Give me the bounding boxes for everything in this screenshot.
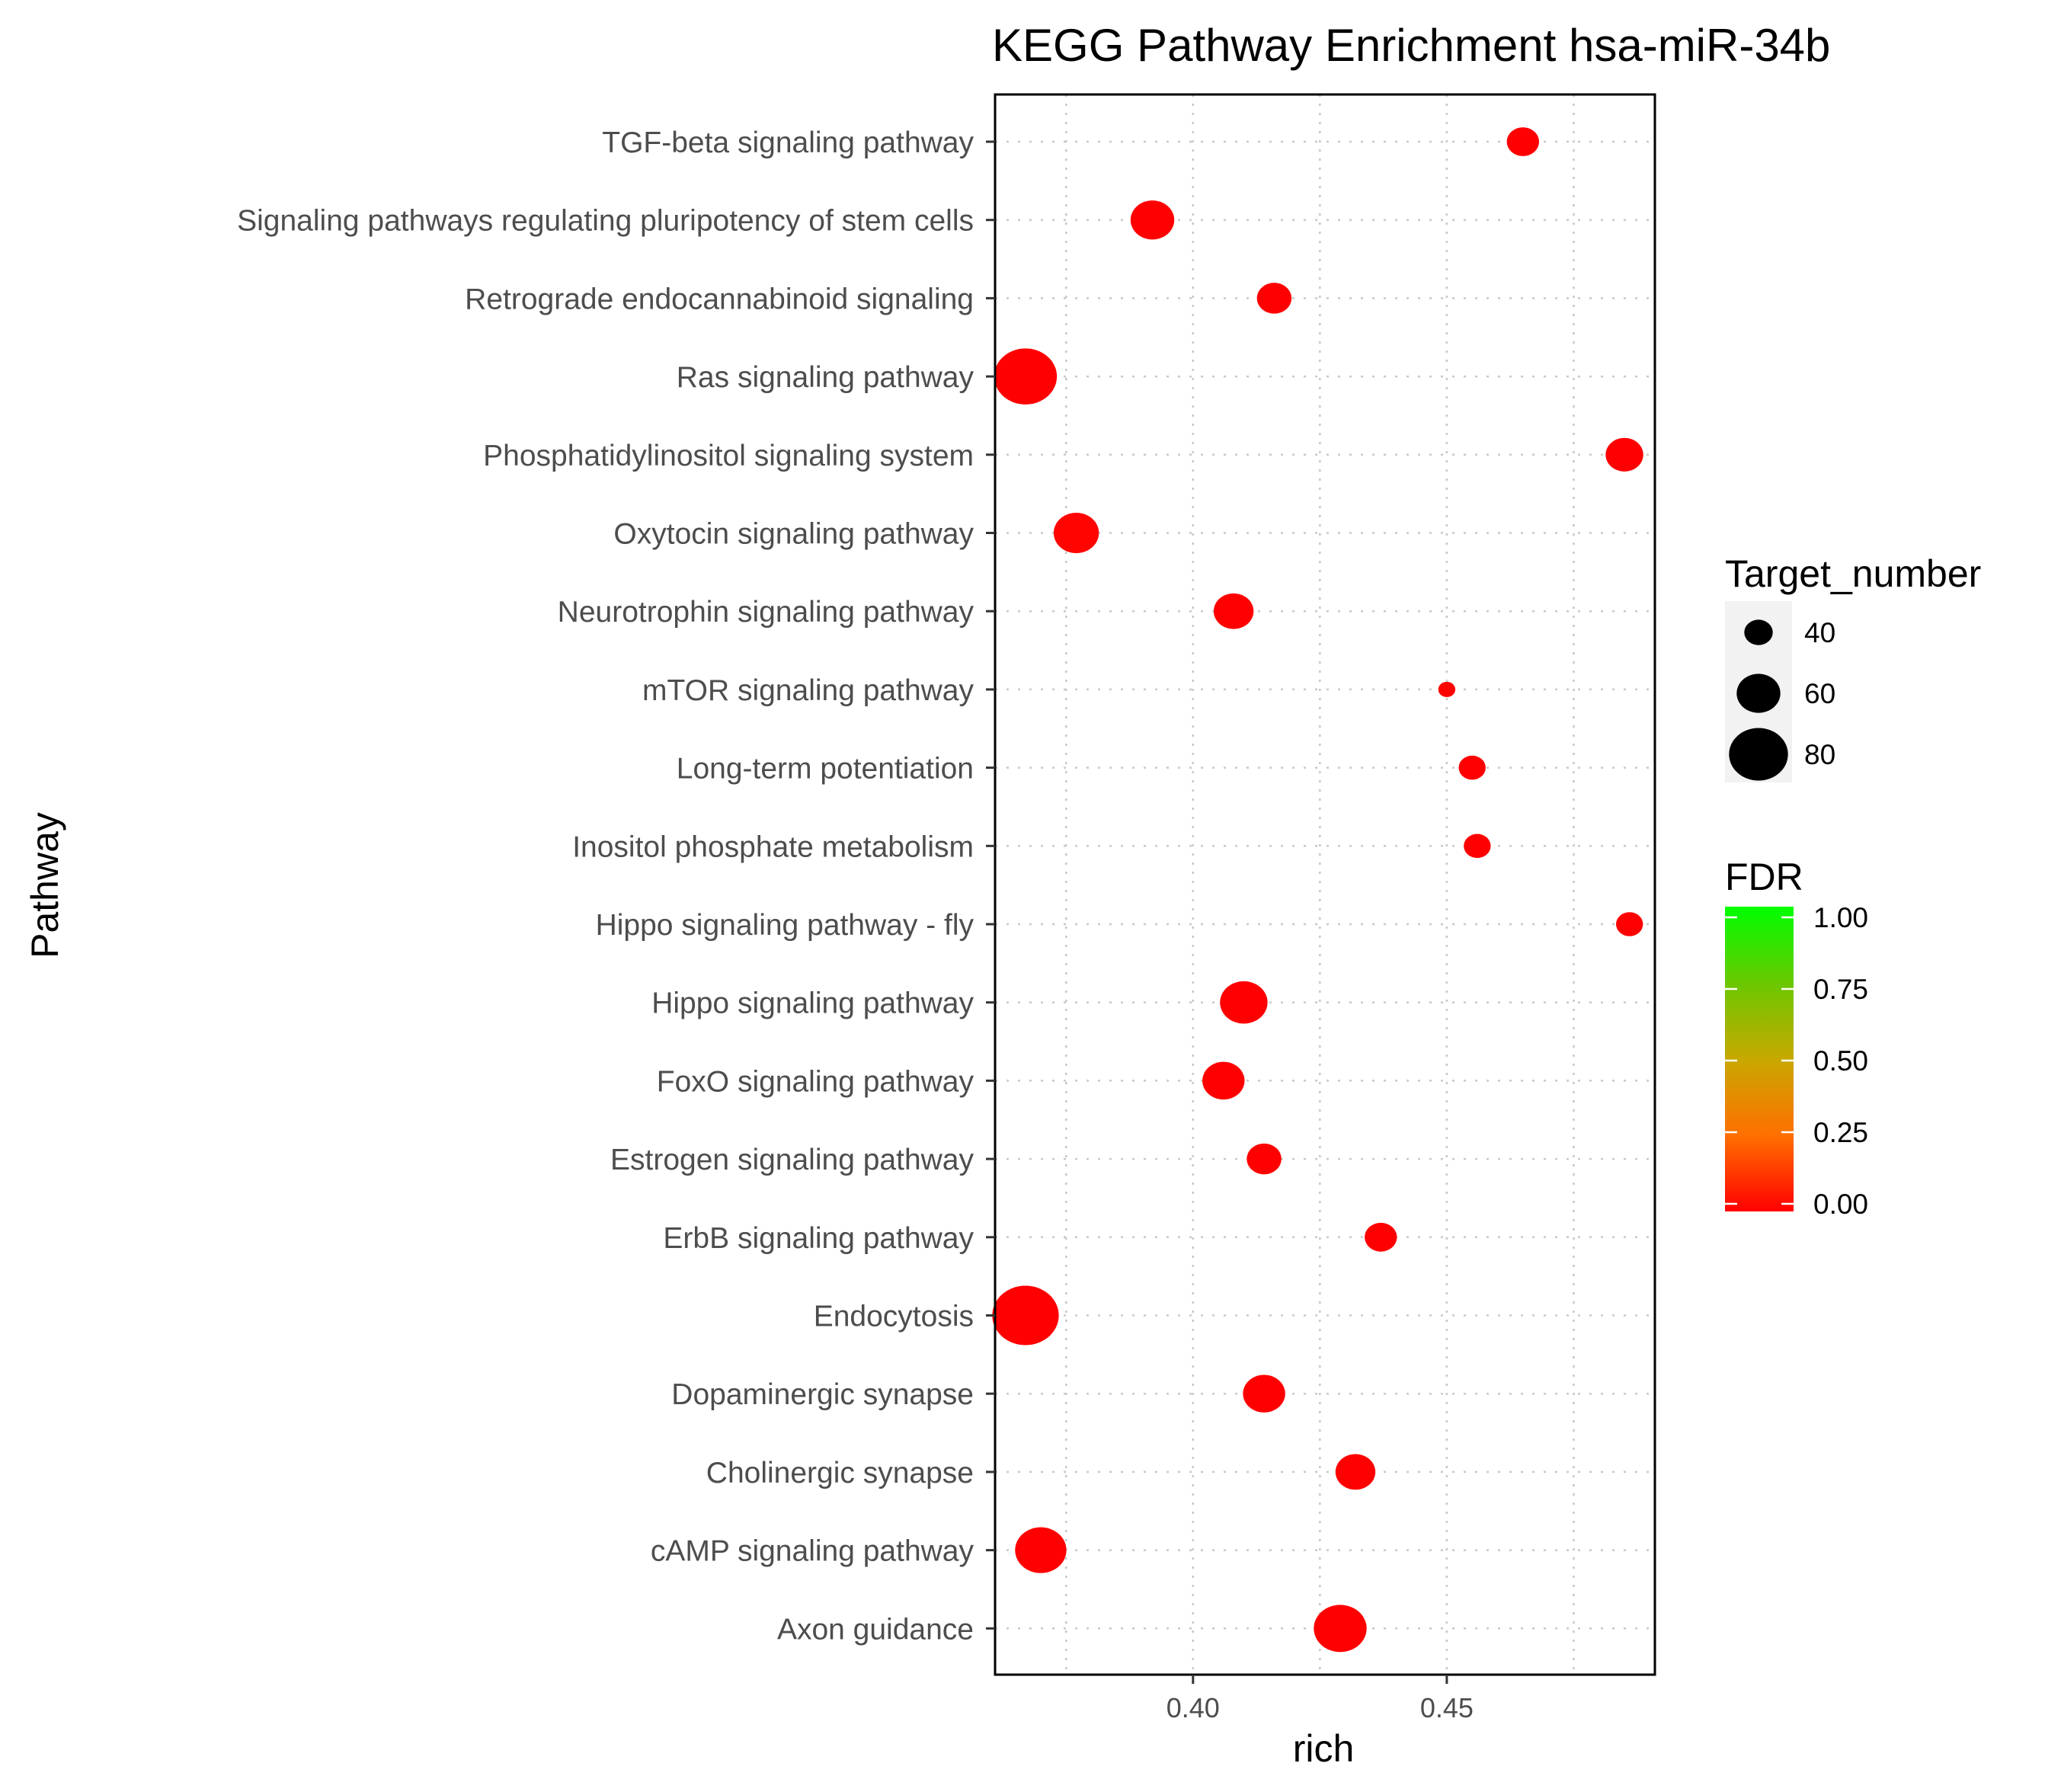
plot-panel — [995, 94, 1655, 1675]
color-legend-label-1: 0.75 — [1813, 974, 1868, 1005]
point-hippo-signaling-pathway-fly — [1615, 912, 1643, 936]
point-ras-signaling-pathway — [994, 348, 1058, 405]
point-erbb-signaling-pathway — [1365, 1222, 1397, 1252]
size-legend-key-80 — [1729, 728, 1788, 781]
point-estrogen-signaling-pathway — [1247, 1143, 1282, 1175]
color-legend-bar — [1725, 907, 1794, 1211]
y-tick-label-signaling-pathways-regulating-pluripotency-of-stem-cells: Signaling pathways regulating pluripoten… — [237, 205, 974, 238]
y-tick-label-camp-signaling-pathway: cAMP signaling pathway — [651, 1535, 974, 1568]
color-legend-label-0: 1.00 — [1813, 902, 1868, 933]
y-tick-label-axon-guidance: Axon guidance — [777, 1613, 974, 1646]
y-tick-label-neurotrophin-signaling-pathway: Neurotrophin signaling pathway — [558, 596, 974, 629]
size-legend-label-80: 80 — [1804, 739, 1835, 770]
point-axon-guidance — [1314, 1605, 1367, 1653]
point-signaling-pathways-regulating-pluripotency-of-stem-cells — [1130, 200, 1175, 240]
point-dopaminergic-synapse — [1243, 1374, 1285, 1413]
size-legend-label-60: 60 — [1804, 678, 1835, 709]
size-legend-label-40: 40 — [1804, 617, 1835, 648]
y-axis-labels: TGF-beta signaling pathway Signaling path… — [237, 126, 974, 1646]
point-hippo-signaling-pathway — [1220, 981, 1268, 1024]
y-tick-label-hippo-signaling-pathway: Hippo signaling pathway — [651, 987, 974, 1020]
y-tick-label-foxo-signaling-pathway: FoxO signaling pathway — [657, 1065, 974, 1098]
chart-title: KEGG Pathway Enrichment hsa-miR-34b — [992, 20, 1830, 71]
point-mtor-signaling-pathway — [1438, 681, 1456, 697]
y-tick-label-cholinergic-synapse: Cholinergic synapse — [706, 1457, 974, 1490]
point-phosphatidylinositol-signaling-system — [1605, 437, 1643, 472]
y-tick-label-estrogen-signaling-pathway: Estrogen signaling pathway — [610, 1144, 974, 1176]
point-oxytocin-signaling-pathway — [1053, 512, 1099, 554]
x-tick-label-1: 0.45 — [1420, 1692, 1474, 1723]
point-neurotrophin-signaling-pathway — [1213, 593, 1254, 629]
color-legend-label-4: 0.00 — [1813, 1189, 1868, 1220]
color-legend: FDR 1.00 0.75 0.50 0.25 0.00 — [1725, 856, 1868, 1220]
y-tick-label-ras-signaling-pathway: Ras signaling pathway — [677, 361, 974, 394]
y-tick-label-endocytosis: Endocytosis — [814, 1301, 974, 1333]
y-tick-label-dopaminergic-synapse: Dopaminergic synapse — [671, 1378, 974, 1411]
x-axis-ticks: 0.40 0.45 — [1167, 1675, 1474, 1723]
y-tick-label-oxytocin-signaling-pathway: Oxytocin signaling pathway — [613, 518, 974, 551]
y-tick-label-phosphatidylinositol-signaling-system: Phosphatidylinositol signaling system — [483, 440, 974, 472]
color-legend-label-3: 0.25 — [1813, 1117, 1868, 1148]
data-points — [992, 127, 1643, 1653]
y-axis-title: Pathway — [24, 812, 66, 958]
point-long-term-potentiation — [1458, 755, 1486, 780]
y-tick-label-hippo-signaling-pathway-fly: Hippo signaling pathway - fly — [596, 909, 974, 942]
size-legend-key-40 — [1744, 619, 1773, 645]
plot-border — [994, 93, 1656, 1676]
point-foxo-signaling-pathway — [1202, 1061, 1245, 1100]
point-inositol-phosphate-metabolism — [1464, 834, 1491, 859]
x-axis-title: rich — [1293, 1727, 1355, 1770]
color-legend-label-2: 0.50 — [1813, 1045, 1868, 1077]
y-tick-label-retrograde-endocannabinoid-signaling: Retrograde endocannabinoid signaling — [465, 283, 974, 315]
y-tick-label-long-term-potentiation: Long-term potentiation — [677, 753, 974, 786]
y-tick-label-inositol-phosphate-metabolism: Inositol phosphate metabolism — [572, 830, 974, 863]
y-axis-ticks — [986, 140, 995, 1630]
size-legend: Target_number 40 60 80 — [1725, 552, 1981, 782]
point-cholinergic-synapse — [1335, 1454, 1376, 1490]
point-retrograde-endocannabinoid-signaling — [1256, 283, 1292, 314]
y-tick-label-erbb-signaling-pathway: ErbB signaling pathway — [663, 1222, 974, 1255]
color-legend-title: FDR — [1725, 856, 1803, 898]
x-tick-label-0: 0.40 — [1167, 1692, 1220, 1723]
y-tick-label-tgf-beta-signaling-pathway: TGF-beta signaling pathway — [602, 126, 974, 159]
point-tgf-beta-signaling-pathway — [1506, 127, 1539, 156]
point-camp-signaling-pathway — [1015, 1527, 1067, 1573]
grid-lines — [995, 94, 1655, 1675]
point-endocytosis — [992, 1285, 1059, 1346]
y-tick-label-mtor-signaling-pathway: mTOR signaling pathway — [642, 674, 974, 707]
size-legend-title: Target_number — [1725, 552, 1981, 595]
size-legend-key-60 — [1736, 674, 1781, 713]
